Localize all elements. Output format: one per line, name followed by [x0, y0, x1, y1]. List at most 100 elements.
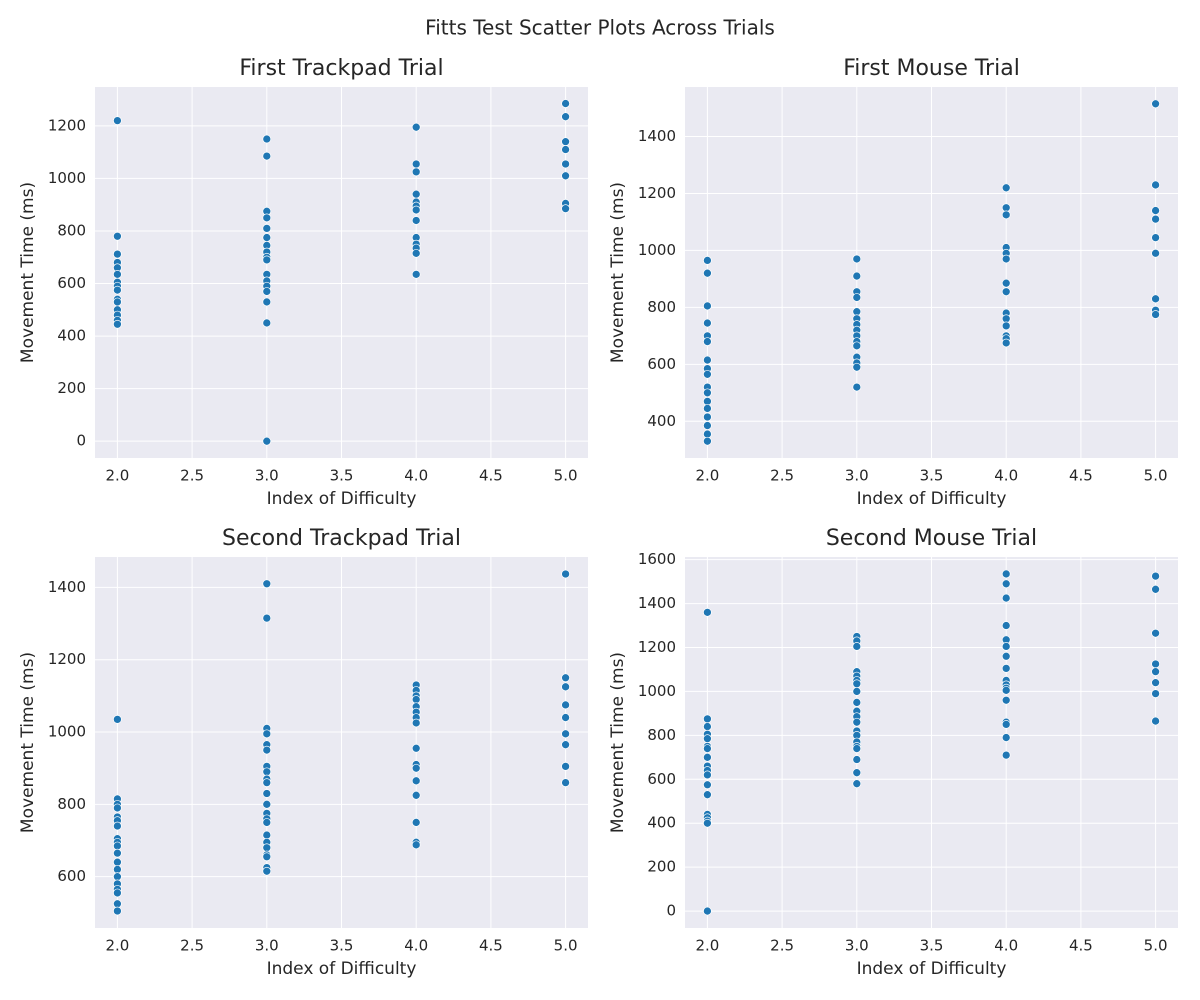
point — [852, 679, 862, 689]
point — [113, 249, 122, 259]
point — [1001, 321, 1011, 331]
point — [1001, 287, 1011, 297]
x-tick-label: 5.0 — [554, 937, 578, 955]
y-tick-label: 1000 — [48, 169, 86, 187]
point — [113, 848, 122, 858]
x-tick-label: 5.0 — [1144, 467, 1168, 485]
x-tick-label: 2.0 — [695, 937, 719, 955]
y-tick-label: 200 — [647, 858, 676, 876]
y-tick-label: 600 — [57, 867, 86, 885]
x-tick-label: 3.5 — [920, 937, 944, 955]
y-tick-label: 800 — [57, 795, 86, 813]
y-tick-label: 1200 — [638, 184, 676, 202]
point — [703, 818, 712, 828]
x-tick-label: 5.0 — [1144, 937, 1168, 955]
point — [852, 382, 862, 392]
point — [852, 687, 862, 696]
point — [411, 167, 421, 177]
point — [1151, 689, 1160, 698]
point — [1151, 214, 1160, 224]
x-tick-label: 2.5 — [770, 467, 794, 485]
x-axis-label: Index of Difficulty — [267, 489, 417, 509]
point — [411, 216, 421, 225]
point — [1001, 254, 1011, 264]
point — [262, 843, 272, 853]
point — [113, 821, 122, 831]
point — [411, 718, 421, 728]
point — [411, 248, 421, 258]
x-tick-label: 4.0 — [994, 467, 1018, 485]
point — [1001, 183, 1011, 193]
point — [262, 233, 272, 242]
point — [411, 743, 421, 753]
point — [411, 776, 421, 786]
subplot: 2.0 2.5 3.0 3.5 4.0 4.5 5.0 400 600 800 1000 1200 14… — [608, 56, 1178, 509]
point — [262, 866, 272, 876]
point — [1151, 667, 1160, 677]
point — [852, 698, 862, 707]
subplot-title: Second Trackpad Trial — [222, 526, 461, 551]
x-tick-label: 2.5 — [180, 467, 204, 485]
y-tick-label: 1200 — [48, 116, 86, 134]
point — [1151, 248, 1160, 258]
point — [703, 790, 712, 800]
x-tick-label: 4.0 — [404, 937, 428, 955]
point — [113, 906, 122, 916]
point — [262, 255, 272, 265]
point — [703, 369, 712, 379]
point — [262, 151, 272, 161]
point — [703, 744, 712, 753]
point — [703, 714, 712, 724]
point — [1001, 664, 1011, 673]
y-tick-label: 1000 — [48, 723, 86, 741]
point — [113, 872, 122, 882]
point — [561, 700, 570, 710]
point — [852, 717, 862, 727]
point — [1001, 593, 1011, 603]
y-tick-label: 1000 — [638, 682, 676, 700]
x-tick-label: 3.0 — [845, 937, 869, 955]
point — [262, 745, 272, 755]
y-axis-label: Movement Time (ms) — [608, 652, 628, 833]
point — [703, 436, 712, 446]
y-tick-label: 1000 — [638, 241, 676, 259]
point — [703, 780, 712, 790]
x-tick-label: 4.5 — [1069, 467, 1093, 485]
point — [852, 642, 862, 651]
x-axis-label: Index of Difficulty — [857, 959, 1007, 979]
point — [113, 297, 122, 307]
y-tick-label: 1400 — [638, 127, 676, 145]
point — [1151, 294, 1160, 304]
point — [113, 865, 122, 874]
point — [262, 287, 272, 296]
x-tick-label: 4.5 — [479, 937, 503, 955]
x-tick-label: 4.5 — [479, 467, 503, 485]
point — [703, 412, 712, 422]
point — [1001, 750, 1011, 760]
point — [1001, 621, 1011, 630]
x-axis-label: Index of Difficulty — [857, 489, 1007, 509]
point — [561, 762, 570, 771]
point — [262, 134, 272, 144]
point — [113, 841, 122, 851]
subplot: 2.0 2.5 3.0 3.5 4.0 4.5 5.0 600 800 1000 1200 1400 S… — [18, 526, 588, 979]
point — [113, 285, 122, 295]
point — [561, 713, 570, 722]
point — [703, 608, 712, 617]
point — [1151, 233, 1160, 242]
point — [262, 436, 272, 446]
point — [1151, 659, 1160, 669]
y-tick-label: 1200 — [638, 638, 676, 656]
y-tick-label: 400 — [647, 412, 676, 430]
point — [1001, 720, 1011, 729]
point — [561, 145, 570, 154]
y-tick-label: 1600 — [638, 550, 676, 568]
point — [561, 673, 570, 683]
point — [703, 268, 712, 278]
point — [262, 318, 272, 328]
subplot-title: Second Mouse Trial — [826, 526, 1037, 551]
point — [1151, 310, 1160, 319]
point — [113, 319, 122, 329]
point — [561, 740, 570, 750]
